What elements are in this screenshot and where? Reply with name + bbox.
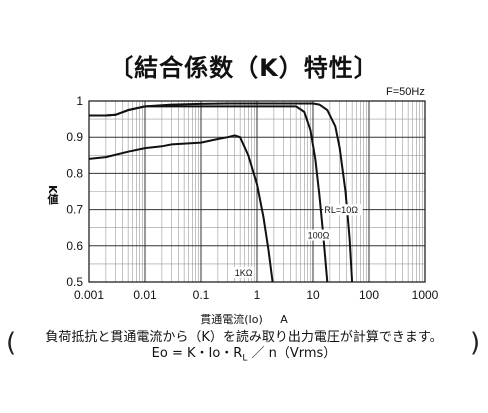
- note-right-bracket: ): [470, 328, 481, 358]
- series-line: [88, 134, 274, 283]
- formula-main: Eo = K・Io・R: [151, 346, 243, 361]
- y-tick-label: 0.5: [66, 275, 83, 289]
- note-line-2: Eo = K・Io・RL ／ n（Vrms）: [0, 346, 488, 367]
- x-axis-label-container: 貫通電流(Io) A: [0, 311, 488, 327]
- series-line: [89, 105, 329, 283]
- chart-title: 〔結合係数（K）特性〕: [109, 54, 379, 82]
- note-left-bracket: (: [6, 328, 17, 358]
- x-tick-label: 10: [306, 288, 320, 302]
- y-tick-label: 0.7: [66, 203, 83, 217]
- x-tick-label: 0.001: [74, 288, 104, 302]
- y-axis-label: K値: [46, 185, 59, 205]
- y-tick-label: 0.8: [66, 166, 83, 180]
- x-tick-label: 100: [359, 288, 379, 302]
- note-line-1: 負荷抵抗と貫通電流から（K）を読み取り出力電圧が計算できます。: [45, 330, 443, 345]
- formula-note: 負荷抵抗と貫通電流から（K）を読み取り出力電圧が計算できます。 Eo = K・I…: [0, 330, 488, 367]
- x-axis-unit: A: [280, 313, 288, 326]
- series-label: RL=10Ω: [324, 205, 358, 215]
- series-label-background: [233, 266, 255, 278]
- x-tick-label: 0.1: [193, 288, 210, 302]
- series-label: 100Ω: [308, 231, 330, 241]
- series-label-background: [306, 229, 334, 241]
- x-tick-label: 0.01: [133, 288, 157, 302]
- formula-end: ／ n（Vrms）: [247, 346, 337, 361]
- series-label-background: [323, 204, 363, 216]
- series-label: 1KΩ: [235, 268, 253, 278]
- y-tick-label: 1: [76, 94, 83, 108]
- y-tick-label: 0.6: [66, 239, 83, 253]
- frequency-label: F=50Hz: [386, 86, 425, 98]
- plot-frame: [88, 100, 426, 283]
- x-tick-label: 1000: [412, 288, 439, 302]
- x-axis-label: 貫通電流(Io): [200, 313, 263, 326]
- y-tick-label: 0.9: [66, 130, 83, 144]
- x-tick-label: 1: [254, 288, 261, 302]
- formula-subscript: L: [242, 353, 248, 364]
